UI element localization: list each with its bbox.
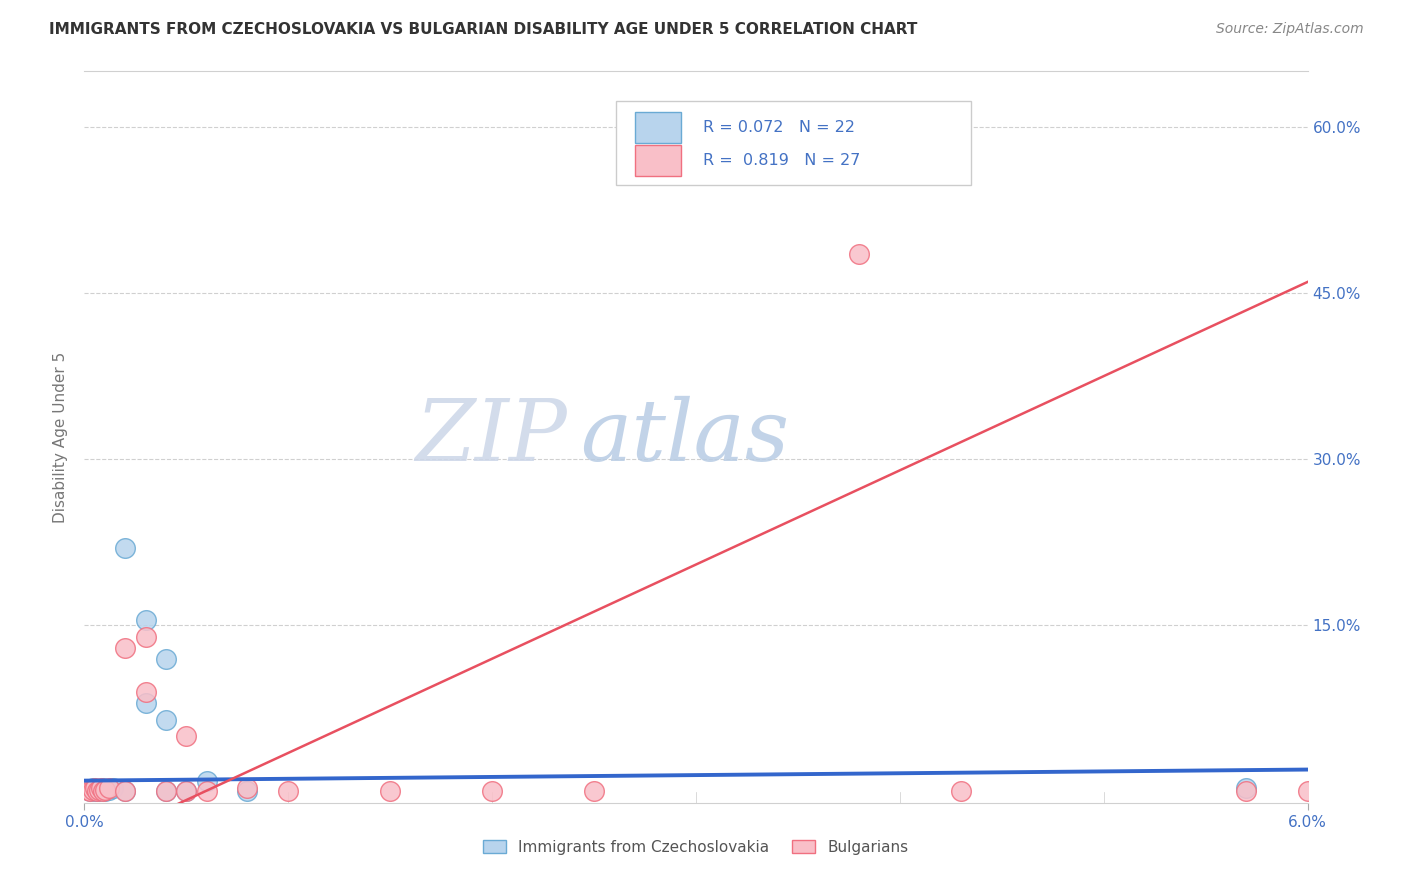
Point bbox=[380, 783, 402, 797]
Point bbox=[114, 640, 136, 655]
Point bbox=[950, 783, 973, 797]
Point bbox=[90, 781, 112, 796]
Point bbox=[114, 541, 136, 555]
Point bbox=[135, 696, 157, 710]
Point bbox=[176, 729, 198, 743]
Legend: Immigrants from Czechoslovakia, Bulgarians: Immigrants from Czechoslovakia, Bulgaria… bbox=[477, 834, 915, 861]
Point bbox=[79, 783, 101, 797]
Point bbox=[97, 781, 120, 796]
Point bbox=[583, 783, 606, 797]
Point bbox=[1296, 783, 1319, 797]
Point bbox=[236, 783, 259, 797]
Point bbox=[155, 713, 177, 727]
Point bbox=[195, 773, 218, 788]
Point bbox=[82, 781, 104, 796]
Point bbox=[79, 783, 101, 797]
Point bbox=[83, 783, 105, 797]
Point bbox=[176, 783, 198, 797]
Point bbox=[114, 783, 136, 797]
Point bbox=[1236, 781, 1258, 796]
Text: R =  0.819   N = 27: R = 0.819 N = 27 bbox=[703, 153, 860, 168]
Point bbox=[83, 781, 105, 796]
Point bbox=[176, 783, 198, 797]
Point bbox=[236, 781, 259, 796]
Point bbox=[82, 782, 104, 797]
Point bbox=[481, 783, 503, 797]
Point bbox=[93, 782, 117, 797]
Text: R = 0.072   N = 22: R = 0.072 N = 22 bbox=[703, 120, 855, 136]
Y-axis label: Disability Age Under 5: Disability Age Under 5 bbox=[53, 351, 69, 523]
Point bbox=[135, 613, 157, 627]
Point bbox=[93, 783, 117, 797]
Point bbox=[87, 782, 110, 797]
Point bbox=[77, 782, 100, 797]
Point bbox=[1236, 783, 1258, 797]
Text: Source: ZipAtlas.com: Source: ZipAtlas.com bbox=[1216, 22, 1364, 37]
Text: IMMIGRANTS FROM CZECHOSLOVAKIA VS BULGARIAN DISABILITY AGE UNDER 5 CORRELATION C: IMMIGRANTS FROM CZECHOSLOVAKIA VS BULGAR… bbox=[49, 22, 918, 37]
FancyBboxPatch shape bbox=[636, 112, 682, 143]
Point bbox=[155, 783, 177, 797]
Point bbox=[87, 783, 110, 797]
Point bbox=[195, 783, 218, 797]
Point bbox=[91, 783, 114, 797]
Text: atlas: atlas bbox=[579, 396, 789, 478]
Point bbox=[97, 782, 120, 797]
Point bbox=[101, 781, 124, 796]
Point bbox=[90, 782, 112, 797]
Point bbox=[135, 685, 157, 699]
Point bbox=[848, 247, 870, 261]
Point bbox=[91, 781, 114, 796]
Point bbox=[155, 783, 177, 797]
Point bbox=[155, 651, 177, 665]
Point bbox=[86, 782, 108, 797]
Point bbox=[277, 783, 299, 797]
Text: ZIP: ZIP bbox=[416, 396, 568, 478]
Point bbox=[114, 783, 136, 797]
Point bbox=[77, 782, 100, 797]
Point bbox=[135, 630, 157, 644]
FancyBboxPatch shape bbox=[616, 101, 972, 185]
FancyBboxPatch shape bbox=[636, 145, 682, 176]
Point bbox=[86, 783, 108, 797]
